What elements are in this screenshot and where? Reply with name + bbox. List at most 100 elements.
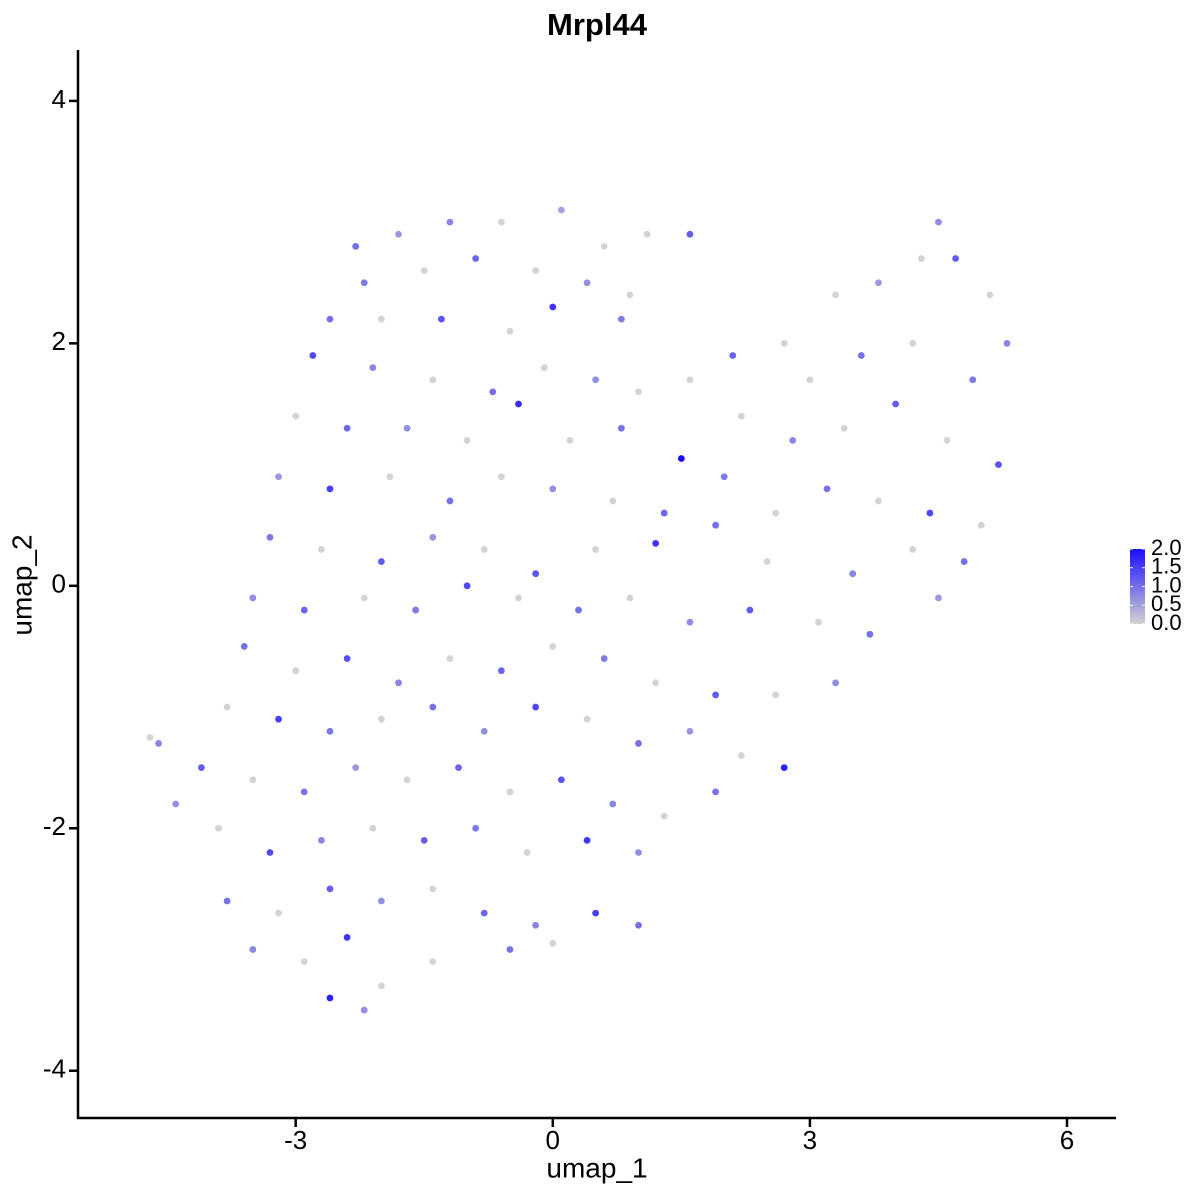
y-tick-label: 4 <box>52 84 66 114</box>
colorbar-label: 0.0 <box>1151 610 1182 635</box>
point <box>429 885 437 893</box>
point <box>429 703 437 711</box>
point <box>729 352 737 359</box>
point <box>969 376 977 384</box>
point <box>849 570 857 578</box>
point <box>686 727 694 735</box>
point <box>420 836 428 844</box>
colorbar <box>1130 549 1145 624</box>
y-axis-label: umap_2 <box>6 534 37 635</box>
point <box>635 849 642 856</box>
point <box>480 546 488 553</box>
point <box>360 1006 368 1014</box>
colorbar-label: 0.5 <box>1151 591 1182 616</box>
point <box>806 376 814 384</box>
point <box>292 412 300 420</box>
point <box>789 436 797 444</box>
point <box>275 473 282 481</box>
point <box>266 849 274 856</box>
point <box>866 630 874 638</box>
point <box>275 715 282 723</box>
point <box>455 764 462 772</box>
point <box>317 836 325 844</box>
point <box>712 521 720 529</box>
x-tick-label: 0 <box>546 1125 560 1155</box>
point <box>386 473 394 481</box>
point <box>746 606 754 614</box>
point <box>249 594 257 602</box>
point <box>437 315 445 323</box>
y-tick-label: -4 <box>43 1054 66 1084</box>
point <box>146 733 154 741</box>
point <box>369 824 377 832</box>
point <box>377 982 385 990</box>
point <box>343 655 351 662</box>
point <box>840 424 848 432</box>
colorbar-label: 1.0 <box>1151 572 1182 597</box>
point <box>549 643 557 650</box>
point <box>506 788 514 796</box>
point <box>532 703 540 711</box>
point <box>155 740 162 747</box>
point <box>635 388 642 396</box>
point <box>575 606 582 614</box>
point <box>772 691 780 699</box>
point <box>986 291 994 299</box>
point <box>275 909 282 917</box>
point <box>497 218 505 226</box>
point <box>352 242 360 250</box>
point <box>532 570 540 578</box>
point <box>557 776 565 784</box>
point <box>395 679 402 687</box>
point <box>720 473 728 481</box>
point <box>635 921 642 929</box>
point <box>352 764 360 772</box>
point <box>377 715 385 723</box>
y-tick-label: 0 <box>52 569 66 599</box>
point <box>909 546 917 553</box>
point <box>712 788 720 796</box>
point <box>780 764 788 772</box>
point <box>626 291 634 299</box>
point <box>635 740 642 747</box>
point <box>660 812 668 820</box>
point <box>540 364 548 372</box>
point <box>198 764 205 772</box>
point <box>403 776 411 784</box>
x-tick-label: -3 <box>284 1125 307 1155</box>
point <box>823 485 831 493</box>
point <box>463 582 471 590</box>
point <box>317 546 325 553</box>
point <box>617 315 625 323</box>
point <box>326 485 334 493</box>
point <box>377 315 385 323</box>
point <box>377 558 385 565</box>
point <box>652 539 660 547</box>
point <box>309 352 317 359</box>
point <box>463 436 471 444</box>
point <box>737 412 745 420</box>
point <box>772 509 780 517</box>
point <box>609 800 617 808</box>
point <box>1003 339 1011 347</box>
point <box>300 958 308 966</box>
point <box>583 715 591 723</box>
y-tick-label: -2 <box>43 811 66 841</box>
point <box>343 424 351 432</box>
point <box>489 388 497 396</box>
point <box>557 206 565 214</box>
point <box>472 255 480 262</box>
point <box>712 691 720 699</box>
colorbar-label: 1.5 <box>1151 554 1182 579</box>
point <box>326 994 334 1002</box>
point <box>249 946 257 953</box>
point <box>412 606 420 614</box>
point <box>875 279 882 287</box>
point <box>617 424 625 432</box>
point <box>686 376 694 384</box>
point <box>977 521 985 529</box>
point <box>223 897 231 905</box>
point <box>600 242 608 250</box>
point <box>266 533 274 541</box>
point <box>660 509 668 517</box>
